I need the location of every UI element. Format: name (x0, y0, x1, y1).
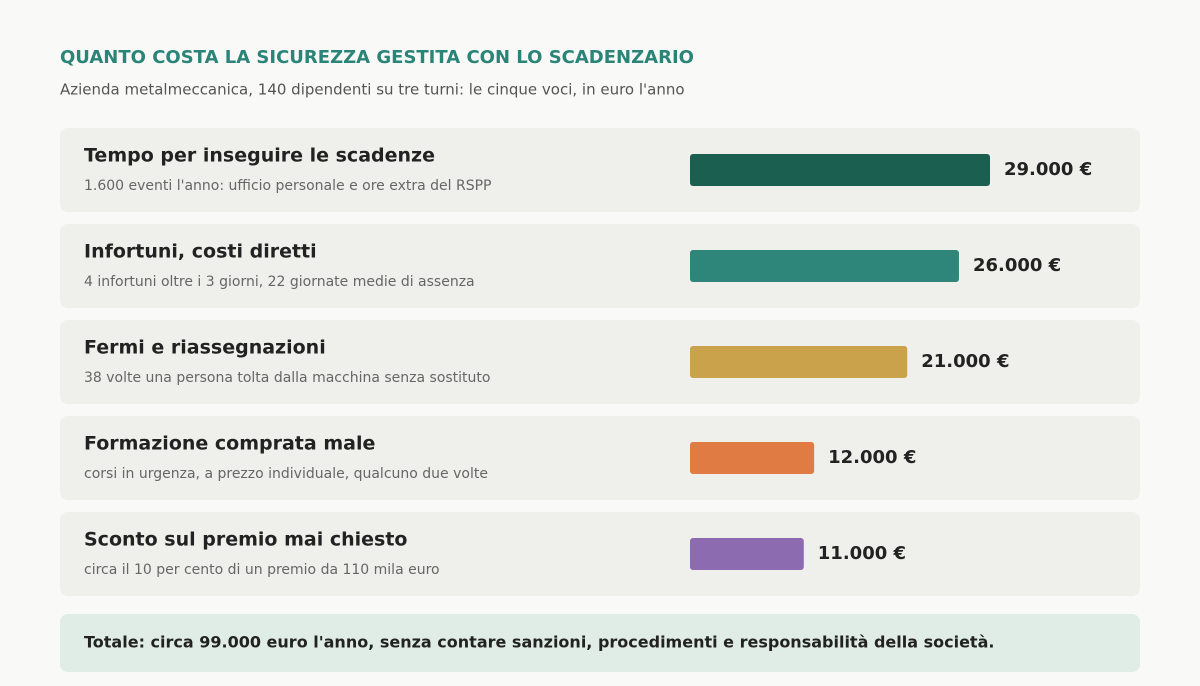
note-box (60, 614, 1140, 672)
chart-subtitle: Azienda metalmeccanica, 140 dipendenti s… (60, 81, 685, 99)
category-label: Fermi e riassegnazioni (84, 337, 326, 359)
value-label: 29.000 € (1004, 159, 1092, 180)
row-card (60, 128, 1140, 212)
category-label: Infortuni, costi diretti (84, 241, 317, 263)
value-label: 26.000 € (973, 255, 1061, 276)
bar (690, 346, 908, 378)
row-card (60, 416, 1140, 500)
chart-title: QUANTO COSTA LA SICUREZZA GESTITA CON LO… (60, 47, 694, 68)
category-description: 4 infortuni oltre i 3 giorni, 22 giornat… (84, 274, 475, 290)
row-card (60, 224, 1140, 308)
value-label: 11.000 € (818, 543, 906, 564)
row-card (60, 512, 1140, 596)
category-description: 38 volte una persona tolta dalla macchin… (84, 370, 490, 386)
bar (690, 154, 990, 186)
category-description: 1.600 eventi l'anno: ufficio personale e… (84, 178, 491, 194)
category-description: circa il 10 per cento di un premio da 11… (84, 562, 440, 578)
category-label: Formazione comprata male (84, 433, 375, 455)
category-description: corsi in urgenza, a prezzo individuale, … (84, 466, 488, 482)
value-label: 12.000 € (828, 447, 916, 468)
value-label: 21.000 € (921, 351, 1009, 372)
note: Totale: circa 99.000 euro l'anno, senza … (84, 633, 994, 652)
row-card (60, 320, 1140, 404)
bar (690, 538, 804, 570)
bar (690, 442, 815, 474)
bar (690, 250, 959, 282)
category-label: Tempo per inseguire le scadenze (84, 145, 435, 167)
category-label: Sconto sul premio mai chiesto (84, 529, 407, 551)
